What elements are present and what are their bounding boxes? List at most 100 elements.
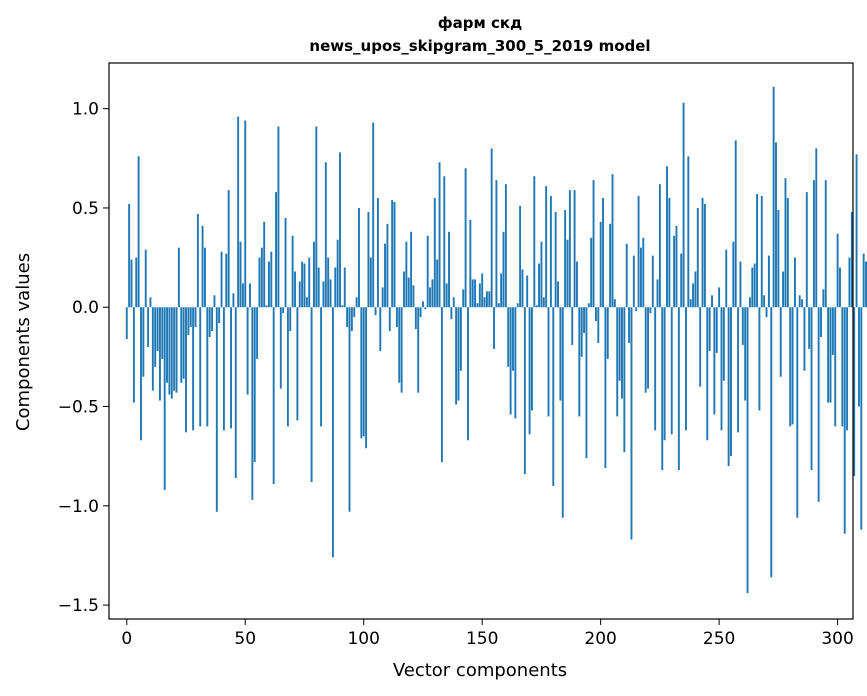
bar <box>794 257 796 308</box>
bar <box>616 307 619 417</box>
bar <box>346 307 349 328</box>
bar <box>305 297 308 308</box>
bar <box>462 289 465 308</box>
bar <box>670 307 673 435</box>
bar <box>424 307 427 310</box>
bar <box>443 176 446 308</box>
bar <box>561 307 564 518</box>
y-axis-ticks: −1.5 −1.0 −0.5 0.0 0.5 1.0 <box>58 100 109 616</box>
bar <box>860 307 863 530</box>
bar <box>251 307 254 500</box>
bar <box>464 168 467 308</box>
bar <box>651 255 654 308</box>
bar <box>540 241 543 308</box>
bar <box>341 305 344 308</box>
bar <box>713 307 716 415</box>
bar <box>429 287 432 308</box>
bar <box>727 307 730 467</box>
bar <box>289 307 292 332</box>
x-tick-label: 250 <box>703 629 735 649</box>
bar <box>234 307 237 479</box>
bar <box>637 196 640 308</box>
bar <box>369 257 372 308</box>
bar <box>753 263 756 308</box>
bar <box>459 307 462 371</box>
bar <box>782 271 785 308</box>
bar <box>820 307 822 338</box>
bar <box>343 267 346 308</box>
bar <box>327 257 330 308</box>
bar <box>294 271 296 308</box>
bar <box>275 192 277 308</box>
bar <box>455 307 458 405</box>
bar <box>658 184 661 308</box>
bar <box>812 180 815 308</box>
bar <box>445 283 448 308</box>
bar <box>725 249 728 308</box>
bar <box>182 307 185 379</box>
bar <box>144 249 147 308</box>
bar <box>571 307 574 345</box>
bar <box>241 283 244 308</box>
bar <box>578 307 581 417</box>
bar <box>573 190 576 308</box>
bar <box>324 162 327 308</box>
bar <box>687 156 690 308</box>
bar <box>158 307 161 401</box>
x-axis-ticks: 0 50 100 150 200 250 300 <box>121 619 854 649</box>
bar <box>448 231 450 308</box>
bar <box>722 307 725 381</box>
bar <box>128 203 131 308</box>
y-tick-label: 1.0 <box>72 100 99 120</box>
bar <box>815 148 818 308</box>
bar <box>376 198 379 308</box>
bar <box>151 307 154 391</box>
bar <box>580 307 583 357</box>
bar <box>559 307 562 401</box>
bar <box>215 307 218 512</box>
bar <box>239 241 242 308</box>
bar <box>206 307 209 427</box>
bar <box>741 307 744 345</box>
bar <box>125 307 128 340</box>
bar <box>597 307 600 343</box>
bar <box>362 307 365 437</box>
bar <box>168 307 171 395</box>
bar <box>161 307 164 359</box>
bar <box>286 307 289 427</box>
bar <box>296 307 299 421</box>
bar <box>734 140 737 308</box>
bar <box>339 152 341 308</box>
bar <box>772 86 775 308</box>
x-tick-label: 100 <box>347 629 379 649</box>
bar <box>452 297 455 308</box>
bar <box>746 307 749 594</box>
bar <box>313 241 315 308</box>
bar <box>613 299 616 308</box>
bar <box>673 235 676 308</box>
bar <box>426 235 429 308</box>
bar <box>680 253 683 308</box>
bar <box>246 307 249 395</box>
bar <box>412 285 415 308</box>
bar <box>436 259 439 308</box>
bar <box>481 273 484 308</box>
bar <box>568 190 571 308</box>
bar <box>457 307 460 401</box>
bar <box>666 166 668 308</box>
bar <box>862 253 865 308</box>
bar <box>194 307 197 328</box>
bar <box>175 307 178 393</box>
bar <box>350 307 353 332</box>
bar <box>170 307 173 399</box>
bar <box>611 174 614 308</box>
y-tick-label: 0.0 <box>72 298 99 318</box>
bar <box>199 307 202 427</box>
x-tick-label: 50 <box>234 629 256 649</box>
bar <box>528 307 531 435</box>
bar <box>410 231 413 308</box>
bar <box>258 257 261 308</box>
bar <box>230 307 232 429</box>
bar <box>154 307 157 367</box>
bar <box>720 307 723 431</box>
